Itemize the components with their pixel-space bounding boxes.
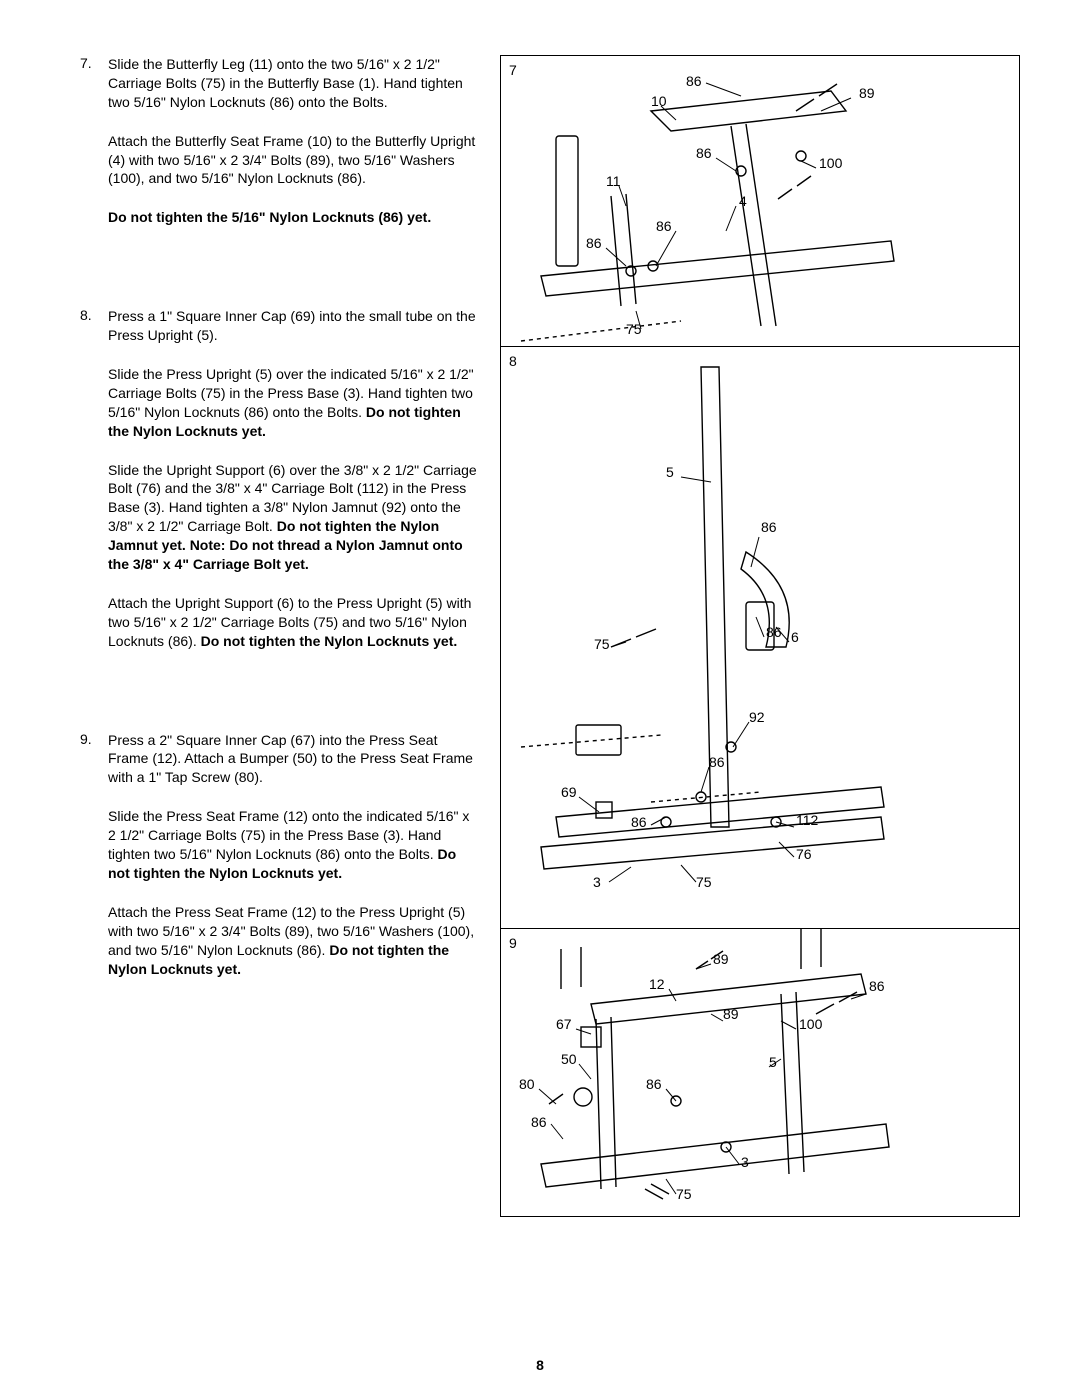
svg-text:6: 6 (791, 629, 799, 645)
svg-text:12: 12 (649, 976, 665, 992)
step-paragraph: Attach the Upright Support (6) to the Pr… (108, 594, 480, 651)
svg-text:86: 86 (686, 73, 702, 89)
svg-text:69: 69 (561, 784, 577, 800)
svg-text:5: 5 (666, 464, 674, 480)
svg-text:100: 100 (819, 155, 843, 171)
svg-text:67: 67 (556, 1016, 572, 1032)
svg-text:89: 89 (859, 85, 875, 101)
svg-text:76: 76 (796, 846, 812, 862)
step-paragraph: Slide the Press Upright (5) over the ind… (108, 365, 480, 441)
step-paragraph: Slide the Upright Support (6) over the 3… (108, 461, 480, 574)
svg-text:50: 50 (561, 1051, 577, 1067)
svg-text:11: 11 (606, 173, 621, 189)
step-body: Slide the Butterfly Leg (11) onto the tw… (108, 55, 480, 227)
svg-text:92: 92 (749, 709, 765, 725)
step-8: 8. Press a 1" Square Inner Cap (69) into… (80, 307, 480, 650)
svg-text:86: 86 (656, 218, 672, 234)
svg-text:89: 89 (713, 951, 729, 967)
svg-text:3: 3 (741, 1154, 749, 1170)
step-body: Press a 2" Square Inner Cap (67) into th… (108, 731, 480, 979)
svg-text:86: 86 (766, 624, 782, 640)
svg-text:5: 5 (769, 1054, 777, 1070)
step-number: 7. (80, 55, 108, 227)
svg-text:86: 86 (586, 235, 602, 251)
svg-text:89: 89 (723, 1006, 739, 1022)
step-paragraph: Attach the Press Seat Frame (12) to the … (108, 903, 480, 979)
svg-text:4: 4 (739, 193, 747, 209)
step-paragraph: Press a 1" Square Inner Cap (69) into th… (108, 307, 480, 345)
svg-text:86: 86 (531, 1114, 547, 1130)
svg-text:86: 86 (696, 145, 712, 161)
svg-text:86: 86 (631, 814, 647, 830)
svg-text:3: 3 (593, 874, 601, 890)
svg-text:75: 75 (626, 321, 642, 337)
svg-text:75: 75 (696, 874, 712, 890)
svg-text:75: 75 (594, 636, 610, 652)
svg-text:10: 10 (651, 93, 667, 109)
instructions-column: 7. Slide the Butterfly Leg (11) onto the… (80, 55, 500, 1327)
step-paragraph: Slide the Press Seat Frame (12) onto the… (108, 807, 480, 883)
diagram-8: 8 586866759286698611276375 (500, 347, 1020, 929)
step-paragraph: Do not tighten the 5/16" Nylon Locknuts … (108, 208, 480, 227)
svg-text:86: 86 (709, 754, 725, 770)
step-number: 8. (80, 307, 108, 650)
diagrams-column: 7 86891086100114868675 8 (500, 55, 1020, 1327)
page-number: 8 (0, 1357, 1080, 1373)
step-9: 9. Press a 2" Square Inner Cap (67) into… (80, 731, 480, 979)
svg-text:86: 86 (869, 978, 885, 994)
step-paragraph: Attach the Butterfly Seat Frame (10) to … (108, 132, 480, 189)
svg-text:86: 86 (761, 519, 777, 535)
svg-text:80: 80 (519, 1076, 535, 1092)
step-number: 9. (80, 731, 108, 979)
svg-text:75: 75 (676, 1186, 692, 1202)
step-paragraph: Press a 2" Square Inner Cap (67) into th… (108, 731, 480, 788)
step-body: Press a 1" Square Inner Cap (69) into th… (108, 307, 480, 650)
diagram-7: 7 86891086100114868675 (500, 55, 1020, 347)
diagram-9: 9 8912868967100505868086375 (500, 929, 1020, 1217)
step-7: 7. Slide the Butterfly Leg (11) onto the… (80, 55, 480, 227)
step-paragraph: Slide the Butterfly Leg (11) onto the tw… (108, 55, 480, 112)
svg-text:112: 112 (796, 812, 819, 828)
svg-text:86: 86 (646, 1076, 662, 1092)
svg-text:100: 100 (799, 1016, 823, 1032)
